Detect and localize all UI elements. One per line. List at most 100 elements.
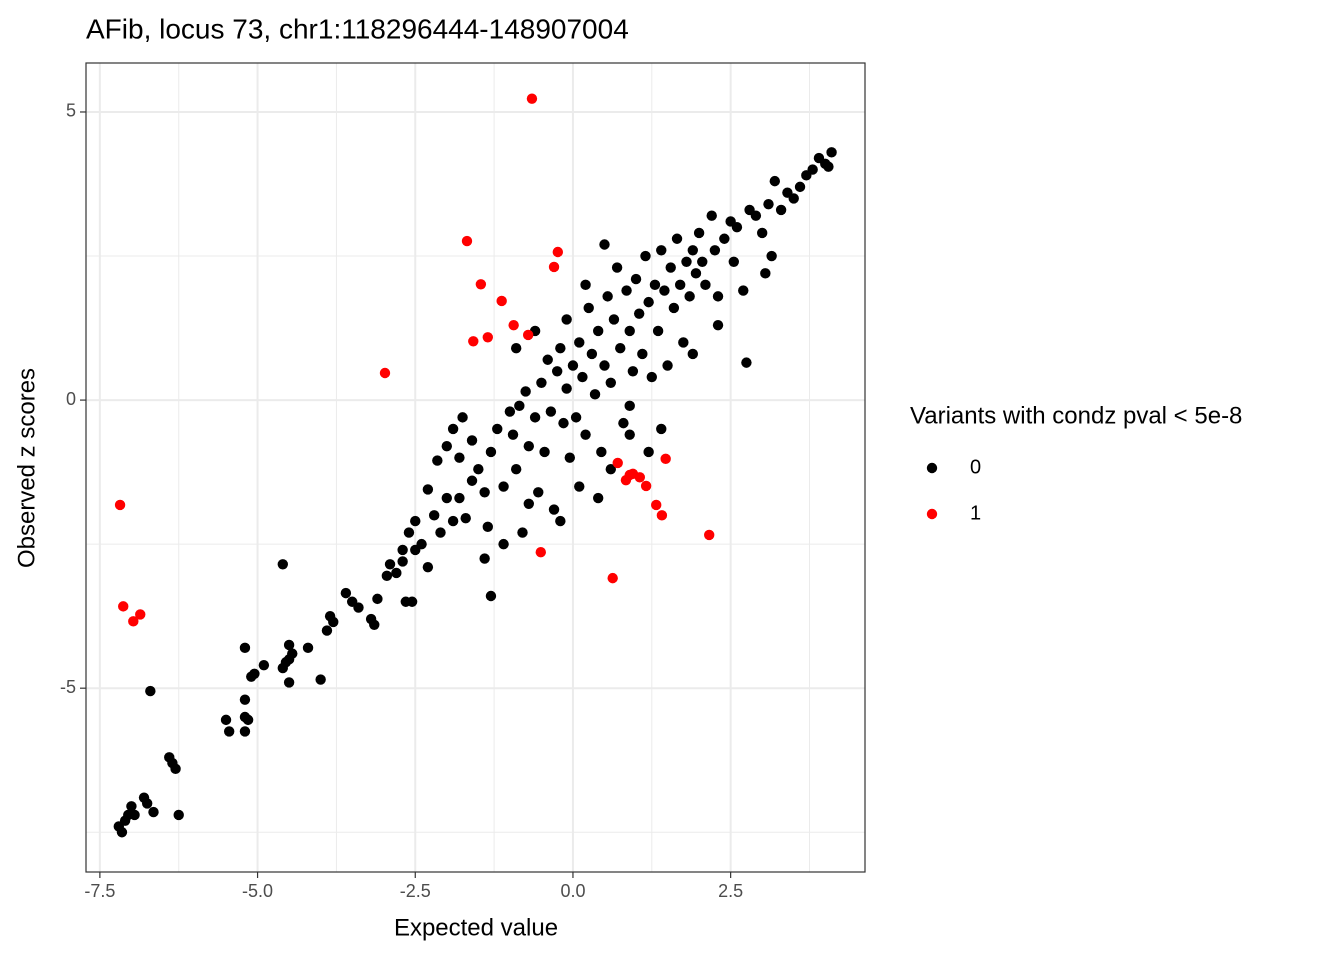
point	[406, 596, 418, 607]
point	[403, 527, 415, 538]
point	[826, 147, 837, 158]
legend-title: Variants with condz pval < 5e-8	[910, 402, 1242, 429]
point	[479, 487, 490, 498]
point	[315, 674, 326, 685]
point	[173, 809, 184, 821]
point	[514, 400, 525, 412]
point	[129, 809, 140, 821]
x-axis-label: Expected value	[394, 914, 558, 941]
point	[674, 279, 686, 291]
point	[517, 527, 528, 538]
point	[712, 291, 724, 302]
point	[258, 659, 270, 671]
point	[223, 726, 235, 737]
point	[447, 423, 459, 435]
point	[652, 325, 664, 337]
y-tick-label: -5	[60, 677, 76, 697]
legend-label: 1	[970, 502, 981, 524]
point	[580, 429, 591, 440]
point	[615, 343, 626, 354]
point	[756, 227, 768, 239]
point	[678, 337, 689, 348]
point	[242, 714, 254, 726]
point	[324, 610, 336, 622]
point	[599, 360, 610, 371]
point	[612, 457, 623, 469]
point	[709, 245, 721, 256]
point	[561, 383, 572, 394]
point	[599, 239, 610, 250]
point	[646, 371, 657, 383]
point	[321, 625, 333, 636]
point	[596, 446, 607, 458]
point	[283, 677, 295, 688]
point	[712, 319, 724, 331]
point	[475, 279, 487, 290]
point	[535, 547, 546, 558]
point	[473, 464, 484, 475]
point	[684, 291, 695, 302]
point	[397, 544, 408, 556]
point	[522, 329, 534, 341]
y-tick-label: 0	[66, 389, 76, 409]
point	[766, 250, 777, 262]
legend-label: 0	[970, 456, 981, 478]
point	[287, 648, 298, 659]
point	[548, 261, 560, 273]
point	[548, 504, 560, 515]
point	[788, 193, 799, 204]
point	[574, 481, 585, 492]
point	[116, 827, 128, 838]
point	[633, 308, 645, 319]
point	[706, 210, 717, 221]
point	[220, 714, 232, 726]
point	[479, 553, 490, 564]
point	[671, 233, 683, 244]
point	[523, 440, 534, 452]
point	[681, 256, 692, 267]
point	[651, 499, 662, 511]
point	[384, 559, 396, 570]
point	[643, 296, 654, 308]
point	[340, 587, 352, 599]
point	[114, 499, 126, 511]
point	[763, 198, 774, 210]
point	[239, 642, 251, 654]
point	[529, 412, 541, 423]
point	[482, 332, 493, 343]
point	[379, 367, 391, 379]
point	[589, 389, 601, 400]
point	[630, 273, 642, 285]
point	[561, 314, 572, 325]
point	[640, 250, 651, 262]
point	[719, 233, 730, 244]
point	[428, 510, 440, 521]
point	[457, 412, 468, 423]
point	[687, 245, 698, 256]
point	[391, 567, 402, 579]
point	[135, 609, 146, 620]
point	[700, 279, 711, 291]
point	[520, 386, 531, 397]
point	[466, 435, 478, 446]
point	[693, 227, 705, 239]
point	[555, 343, 566, 354]
point	[510, 464, 522, 475]
point	[656, 510, 668, 521]
x-tick-label: 0.0	[560, 881, 585, 901]
point	[353, 602, 364, 613]
point	[580, 279, 591, 291]
point	[422, 484, 434, 495]
point	[145, 685, 156, 697]
point	[665, 262, 676, 273]
point	[485, 590, 497, 602]
point	[611, 262, 623, 273]
point	[239, 694, 251, 705]
point	[498, 481, 509, 492]
point	[454, 492, 465, 504]
point	[170, 763, 181, 775]
point	[504, 406, 516, 417]
point	[496, 295, 507, 307]
point	[533, 487, 544, 498]
point	[687, 348, 698, 360]
